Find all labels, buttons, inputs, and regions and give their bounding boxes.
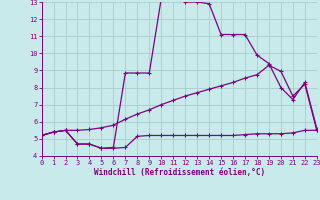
X-axis label: Windchill (Refroidissement éolien,°C): Windchill (Refroidissement éolien,°C): [94, 168, 265, 177]
